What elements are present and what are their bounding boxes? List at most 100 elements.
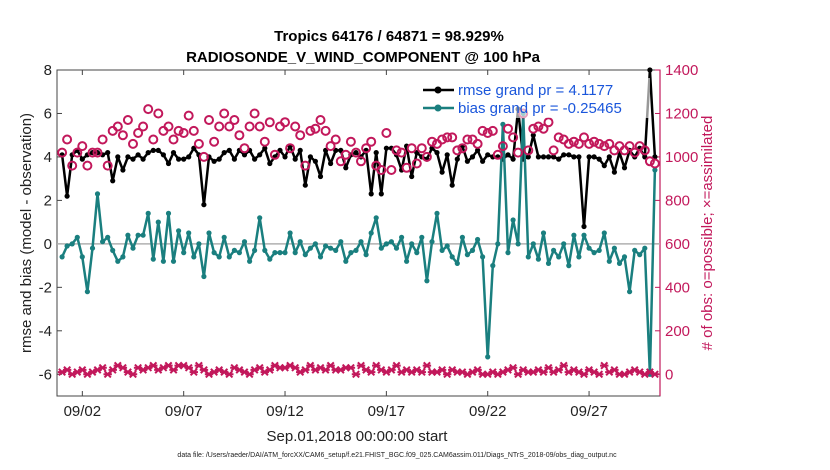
obs-possible-point bbox=[482, 128, 493, 138]
obs-possible-point bbox=[411, 158, 422, 169]
bias-point bbox=[292, 250, 298, 256]
bias-point bbox=[135, 232, 141, 238]
obs-possible-point bbox=[345, 136, 356, 147]
rmse-point bbox=[545, 154, 552, 160]
obs-possible-point bbox=[477, 125, 488, 136]
obs-possible-point bbox=[82, 160, 93, 171]
bias-point bbox=[84, 289, 90, 295]
x-axis-tick-label: 09/07 bbox=[165, 403, 203, 420]
rmse-point bbox=[454, 156, 460, 162]
bias-point bbox=[74, 234, 80, 240]
bias-point bbox=[196, 241, 202, 247]
obs-possible-point bbox=[128, 138, 138, 149]
legend-bias-marker bbox=[434, 104, 442, 112]
legend: rmse grand pr = 4.1177 bias grand pr = -… bbox=[420, 78, 650, 118]
obs-possible-point bbox=[173, 125, 184, 136]
rmse-point bbox=[621, 165, 628, 171]
chart-subtitle: RADIOSONDE_V_WIND_COMPONENT @ 100 hPa bbox=[186, 49, 541, 66]
obs-possible-point bbox=[406, 143, 417, 154]
bias-point bbox=[272, 250, 278, 256]
bias-point bbox=[353, 247, 359, 253]
bias-point bbox=[409, 241, 415, 247]
bias-point bbox=[120, 254, 126, 260]
obs-possible-point bbox=[356, 156, 366, 167]
bias-point bbox=[449, 254, 455, 260]
obs-possible-point bbox=[188, 125, 199, 136]
right-axis-label: # of obs: o=possible; ×=assimilated bbox=[699, 116, 716, 351]
bias-point bbox=[363, 252, 369, 258]
bias-point bbox=[571, 232, 577, 238]
rmse-point bbox=[383, 145, 389, 151]
bias-point bbox=[444, 243, 450, 249]
rmse-point bbox=[160, 152, 166, 158]
bias-point bbox=[368, 230, 374, 236]
bias-point bbox=[59, 254, 65, 260]
obs-possible-point bbox=[62, 134, 73, 145]
obs-assimilated-point bbox=[128, 370, 138, 379]
bias-point bbox=[642, 245, 648, 251]
obs-possible-point bbox=[584, 138, 595, 149]
bias-point bbox=[64, 243, 70, 249]
left-axis-tick-label: 4 bbox=[44, 149, 52, 166]
x-axis-label: Sep.01,2018 00:00:00 start bbox=[267, 428, 449, 445]
rmse-point bbox=[211, 158, 217, 164]
obs-possible-point bbox=[457, 143, 468, 154]
x-axis-tick-label: 09/02 bbox=[64, 403, 102, 420]
right-axis-tick-label: 200 bbox=[665, 323, 690, 340]
obs-possible-point bbox=[92, 147, 103, 158]
bias-point bbox=[145, 210, 151, 216]
obs-possible-point bbox=[508, 132, 519, 143]
obs-possible-point bbox=[320, 125, 331, 136]
obs-possible-point bbox=[599, 141, 610, 152]
rmse-point bbox=[312, 158, 318, 164]
rmse-point bbox=[267, 160, 273, 167]
obs-possible-point bbox=[112, 121, 123, 132]
bias-point bbox=[459, 234, 465, 240]
bias-point bbox=[576, 254, 582, 260]
obs-possible-point bbox=[361, 143, 372, 154]
obs-possible-point bbox=[285, 143, 296, 154]
bias-point bbox=[495, 241, 501, 247]
bias-point bbox=[155, 219, 161, 225]
rmse-point bbox=[566, 152, 572, 158]
obs-possible-point bbox=[604, 138, 615, 149]
bias-point bbox=[601, 230, 607, 236]
bias-point bbox=[621, 254, 628, 260]
obs-possible-point bbox=[629, 147, 640, 158]
obs-assimilated-point bbox=[559, 361, 568, 370]
bias-point bbox=[399, 234, 405, 240]
bias-point bbox=[424, 278, 430, 284]
bias-point bbox=[454, 260, 460, 266]
bias-point bbox=[287, 230, 293, 236]
bias-point bbox=[186, 230, 192, 236]
bias-point bbox=[383, 241, 389, 247]
rmse-point bbox=[120, 167, 126, 173]
right-axis: 0 200 400 600 800 1000 1200 1400 bbox=[655, 62, 698, 396]
rmse-point bbox=[257, 152, 263, 158]
obs-possible-point bbox=[310, 123, 321, 134]
bias-point bbox=[525, 254, 531, 260]
obs-possible-point bbox=[198, 151, 209, 162]
obs-possible-point bbox=[589, 136, 600, 147]
obs-possible-point bbox=[391, 145, 402, 156]
obs-possible-point bbox=[77, 141, 88, 152]
obs-possible-point bbox=[325, 141, 336, 152]
obs-assimilated-point bbox=[98, 363, 107, 372]
bias-point bbox=[464, 252, 470, 258]
rmse-point bbox=[530, 132, 536, 138]
obs-possible-point bbox=[239, 143, 250, 154]
obs-possible-point bbox=[219, 108, 230, 119]
obs-assimilated-point bbox=[600, 361, 609, 370]
rmse-point bbox=[292, 156, 298, 162]
rmse-point bbox=[125, 154, 131, 160]
obs-possible-point bbox=[204, 115, 214, 125]
right-axis-tick-label: 800 bbox=[665, 192, 690, 209]
bias-point bbox=[297, 239, 303, 245]
obs-possible-point bbox=[87, 147, 98, 158]
rmse-point bbox=[601, 163, 607, 169]
legend-background bbox=[420, 78, 650, 118]
obs-possible-point bbox=[168, 134, 179, 145]
bias-series-line bbox=[60, 112, 657, 376]
obs-possible-point bbox=[269, 149, 280, 160]
rmse-point bbox=[551, 154, 557, 160]
